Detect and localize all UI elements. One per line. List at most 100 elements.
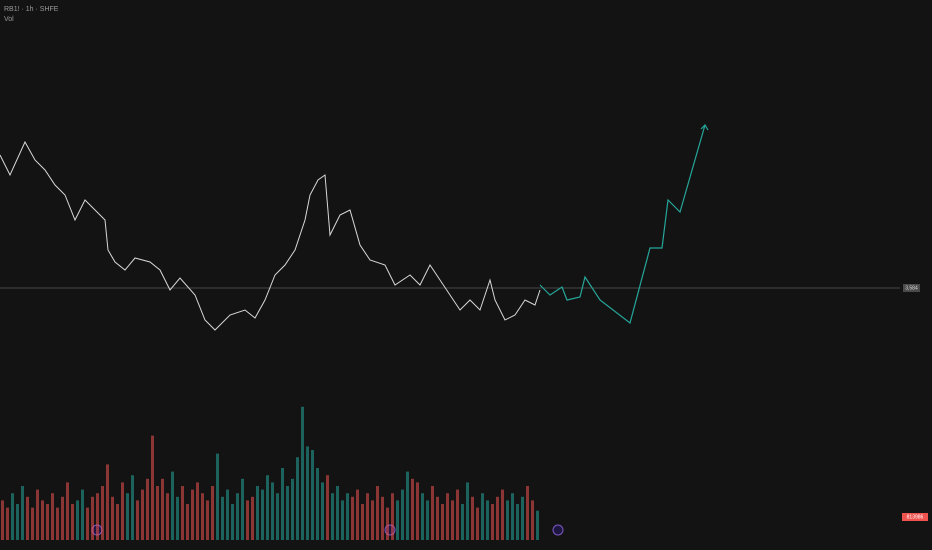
volume-bar: [26, 496, 29, 540]
chart-title: RB1! · 1h · SHFE: [4, 6, 59, 13]
volume-bar: [426, 500, 429, 540]
volume-bar: [21, 486, 24, 540]
volume-bar: [306, 446, 309, 540]
volume-bar: [466, 482, 469, 540]
volume-bar: [161, 478, 164, 540]
volume-bar: [181, 486, 184, 540]
volume-bar: [391, 493, 394, 540]
volume-bar: [31, 507, 34, 540]
volume-bar: [36, 489, 39, 540]
volume-bar: [66, 482, 69, 540]
volume-bar: [236, 493, 239, 540]
volume-bar: [481, 493, 484, 540]
volume-bar: [106, 464, 109, 540]
volume-bar: [531, 500, 534, 540]
price-label-box: [903, 284, 920, 292]
volume-bar: [516, 504, 519, 540]
volume-bar: [491, 504, 494, 540]
volume-bar: [191, 489, 194, 540]
volume-bar: [446, 493, 449, 540]
volume-bar: [361, 504, 364, 540]
projection-arrow: [700, 124, 709, 131]
volume-bar: [496, 496, 499, 540]
volume-bar: [336, 486, 339, 540]
volume-bar: [526, 486, 529, 540]
volume-bar: [286, 486, 289, 540]
volume-bar: [456, 489, 459, 540]
volume-bar: [396, 500, 399, 540]
volume-bar: [431, 486, 434, 540]
volume-bar: [51, 493, 54, 540]
volume-bar: [176, 496, 179, 540]
projection-line: [539, 124, 706, 325]
volume-bar: [366, 493, 369, 540]
volume-bar: [76, 500, 79, 540]
volume-bar: [56, 507, 59, 540]
volume-bar: [261, 489, 264, 540]
volume-bar: [16, 504, 19, 540]
volume-bar: [371, 500, 374, 540]
volume-bar: [536, 510, 539, 540]
volume-bar: [226, 489, 229, 540]
volume-bar: [471, 496, 474, 540]
volume-bar: [266, 475, 269, 540]
volume-bar: [171, 471, 174, 540]
volume-bar: [331, 493, 334, 540]
volume-bar: [246, 500, 249, 540]
volume-bar: [411, 478, 414, 540]
volume-bar: [216, 453, 219, 540]
volume-bar: [321, 482, 324, 540]
volume-bar: [141, 489, 144, 540]
volume-bar: [1, 500, 4, 540]
volume-title: Vol: [4, 16, 14, 23]
volume-bar: [486, 500, 489, 540]
volume-bar: [11, 493, 14, 540]
volume-bar: [231, 504, 234, 540]
volume-bar: [316, 468, 319, 540]
volume-bar: [196, 482, 199, 540]
event-marker[interactable]: [552, 524, 564, 536]
price-label: 3,584: [905, 285, 918, 291]
volume-bar: [271, 482, 274, 540]
volume-bar: [356, 489, 359, 540]
volume-bar: [506, 500, 509, 540]
volume-bar: [521, 496, 524, 540]
volume-bar: [206, 500, 209, 540]
volume-bar: [136, 500, 139, 540]
volume-bar: [241, 478, 244, 540]
volume-bar: [166, 493, 169, 540]
volume-bar: [211, 486, 214, 540]
volume-bar: [111, 496, 114, 540]
volume-bar: [291, 478, 294, 540]
volume-bar: [461, 504, 464, 540]
volume-bar: [256, 486, 259, 540]
volume-bar: [131, 475, 134, 540]
volume-bar: [81, 489, 84, 540]
volume-bar: [151, 435, 154, 540]
volume-bar: [511, 493, 514, 540]
volume-bar: [416, 482, 419, 540]
volume-label: 813986: [907, 514, 924, 520]
volume-bar: [476, 507, 479, 540]
volume-bar: [61, 496, 64, 540]
volume-bar: [326, 475, 329, 540]
volume-bar: [376, 486, 379, 540]
volume-bar: [451, 500, 454, 540]
volume-bar: [351, 496, 354, 540]
volume-bar: [201, 493, 204, 540]
volume-bar: [146, 478, 149, 540]
volume-bar: [436, 496, 439, 540]
volume-bar: [276, 493, 279, 540]
volume-bar: [281, 468, 284, 540]
volume-bar: [96, 493, 99, 540]
volume-bar: [441, 504, 444, 540]
volume-bar: [421, 493, 424, 540]
volume-bar: [501, 489, 504, 540]
volume-bar: [381, 496, 384, 540]
volume-bar: [91, 496, 94, 540]
volume-bar: [221, 496, 224, 540]
price-line-series: [0, 140, 541, 331]
volume-bar: [156, 486, 159, 540]
volume-bar: [121, 482, 124, 540]
